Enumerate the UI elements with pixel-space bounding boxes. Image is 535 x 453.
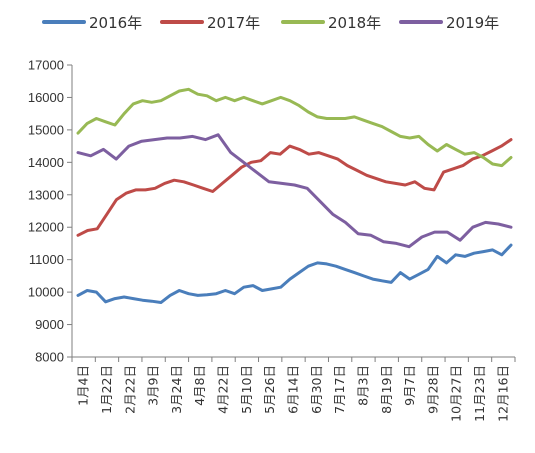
y-tick-label: 13000 [28, 187, 64, 202]
x-tick-label: 2月22日 [122, 365, 137, 414]
axes: 8000 9000 10000 11000 12000 13000 14000 15000 16… [28, 58, 516, 422]
x-tick-label: 8月3日 [355, 365, 370, 406]
x-tick-label: 9月7日 [402, 365, 417, 406]
y-tick-label: 16000 [28, 90, 64, 105]
y-tick-label: 8000 [35, 350, 64, 365]
y-tick-label: 9000 [35, 317, 64, 332]
x-tick-label: 8月19日 [379, 365, 394, 414]
legend-label: 2019年 [446, 14, 499, 32]
x-tick-label: 6月30日 [309, 365, 324, 414]
x-tick-label: 7月17日 [332, 365, 347, 414]
series-line-2018年 [76, 87, 513, 168]
x-tick-label: 3月9日 [146, 365, 161, 406]
series-line-2019年 [76, 133, 513, 249]
x-tick-label: 11月23日 [472, 365, 487, 422]
x-tick-label: 6月14日 [286, 365, 301, 414]
y-tick-label: 14000 [28, 155, 64, 170]
x-tick-label: 5月26日 [262, 365, 277, 414]
x-tick-label: 12月16日 [495, 365, 510, 422]
legend-label: 2017年 [207, 14, 260, 32]
plot-area [76, 87, 513, 304]
x-tick-label: 1月4日 [76, 365, 91, 406]
x-tick-label: 5月10日 [239, 365, 254, 414]
legend: 2016年 2017年 2018年 2019年 [42, 14, 499, 32]
y-tick-label: 17000 [28, 58, 64, 73]
x-tick-label: 1月22日 [99, 365, 114, 414]
x-tick-label: 10月27日 [449, 365, 464, 422]
legend-label: 2016年 [89, 14, 142, 32]
legend-label: 2018年 [328, 14, 381, 32]
series-line-2016年 [76, 243, 513, 304]
y-tick-label: 15000 [28, 122, 64, 137]
y-tick-label: 10000 [28, 285, 64, 300]
series-line-2017年 [76, 138, 513, 237]
y-tick-label: 12000 [28, 220, 64, 235]
x-tick-label: 3月24日 [169, 365, 184, 414]
x-tick-label: 9月28日 [425, 365, 440, 414]
x-tick-label: 4月22日 [216, 365, 231, 414]
y-tick-label: 11000 [29, 252, 64, 267]
x-tick-label: 4月8日 [192, 365, 207, 406]
